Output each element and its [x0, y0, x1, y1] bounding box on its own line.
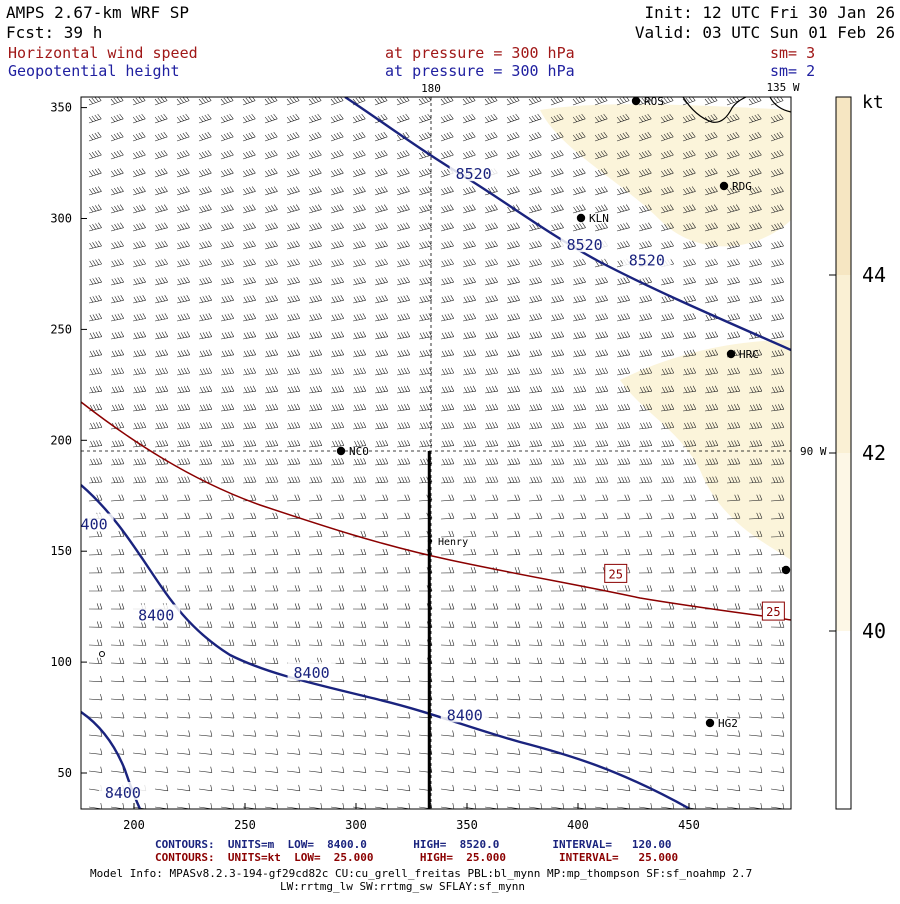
station-rdg-marker [719, 181, 729, 191]
contour-label-8520-c-bg [622, 249, 671, 268]
station-rdg-label: RDG [732, 180, 752, 193]
stations: ROS RDG KLN HRC NCO Henry HG2 [99, 95, 791, 730]
geopotential-contour-8400-upper [81, 484, 691, 809]
station-ros-marker [631, 97, 641, 106]
wind-label-25-b: 25 [766, 605, 780, 619]
point-marker [99, 651, 105, 657]
plot-frame [80, 96, 792, 810]
wind-contour-25 [81, 401, 791, 621]
wind-barb-field [88, 97, 785, 809]
contour-label-8400-b-bg [132, 604, 181, 623]
x-tick-label-300: 300 [345, 818, 367, 832]
wind-speed-contours: 25 25 [81, 401, 791, 621]
y-tick-label-350: 350 [50, 101, 72, 115]
contour-label-8400-d-bg [440, 704, 489, 723]
field2-smoothing: sm= 2 [770, 62, 815, 80]
station-hg2-marker [705, 718, 715, 728]
contour-label-8520-c: 8520 [629, 252, 665, 270]
field1-pressure: at pressure = 300 hPa [385, 44, 575, 62]
header-model-title: AMPS 2.67-km WRF SP [6, 3, 189, 22]
map-gridlines [81, 97, 791, 809]
header-valid-time: Valid: 03 UTC Sun 01 Feb 26 [635, 23, 895, 42]
station-east-edge-marker [781, 565, 791, 575]
field2-name: Geopotential height [8, 62, 180, 80]
x-tick-label-350: 350 [456, 818, 478, 832]
wind-shade-region-north [540, 104, 791, 247]
colorbar-tick-label-44: 44 [862, 263, 886, 287]
colorbar-units: kt [862, 92, 884, 113]
contour-label-8520-b: 8520 [567, 236, 603, 254]
y-tick-label-250: 250 [50, 322, 72, 336]
meridian-label-135w: 135 W [766, 81, 799, 94]
footer-model-physics: LW:rrtmg_lw SW:rrtmg_sw SFLAY:sf_mynn [280, 880, 525, 893]
header-forecast-hour: Fcst: 39 h [6, 23, 102, 42]
wind-barbs [88, 97, 785, 809]
contour-label-8520-a-bg [449, 163, 498, 182]
header-init-time: Init: 12 UTC Fri 30 Jan 26 [645, 3, 895, 22]
wind-label-25-a-box [604, 563, 628, 583]
colorbar: kt 40 42 44 [829, 92, 886, 810]
plot-area: 25 25 8520 8520 8520 8400 8400 8400 8400 8400 RO… [72, 95, 791, 809]
wind-label-25-a: 25 [609, 567, 623, 581]
station-ros-label: ROS [644, 95, 664, 108]
station-kln-marker [576, 213, 586, 223]
coastline [682, 97, 747, 123]
station-hrc-label: HRC [739, 348, 759, 361]
station-hg2-label: HG2 [718, 717, 738, 730]
contour-label-8520-b-bg [560, 234, 609, 253]
meridian-label-90w: 90 W [800, 445, 827, 458]
station-nco-label: NCO [349, 445, 369, 458]
field1-name: Horizontal wind speed [8, 44, 198, 62]
colorbar-segment-top [836, 97, 851, 275]
station-henry-marker [427, 538, 433, 544]
coastline-east [769, 97, 791, 113]
station-hrc-marker [726, 349, 736, 359]
contour-label-8400-e-bg [98, 781, 147, 800]
x-tick-label-450: 450 [678, 818, 700, 832]
colorbar-segment-mid [836, 453, 851, 631]
contour-label-8400-c: 8400 [294, 664, 330, 682]
wind-shading [540, 104, 791, 560]
wind-label-25-b-box [761, 601, 785, 621]
y-tick-label-50: 50 [58, 766, 72, 780]
y-tick-label-100: 100 [50, 655, 72, 669]
y-tick-label-200: 200 [50, 433, 72, 447]
footer-wind-contours: CONTOURS: UNITS=kt LOW= 25.000 HIGH= 25.… [155, 851, 678, 864]
colorbar-segment-upper [836, 275, 851, 453]
geopotential-contour-8520 [344, 97, 791, 352]
station-kln-label: KLN [589, 212, 609, 225]
y-axis: 50 100 150 200 250 300 350 [50, 101, 87, 780]
footer-geopotential-contours: CONTOURS: UNITS=m LOW= 8400.0 HIGH= 8520… [155, 838, 672, 851]
x-tick-label-200: 200 [123, 818, 145, 832]
contour-label-8400-e: 8400 [105, 784, 141, 802]
y-tick-label-150: 150 [50, 544, 72, 558]
x-axis: 200 250 300 350 400 450 [123, 803, 700, 832]
x-tick-label-250: 250 [234, 818, 256, 832]
field2-pressure: at pressure = 300 hPa [385, 62, 575, 80]
colorbar-segment-bottom [836, 631, 851, 809]
footer-model-info: Model Info: MPASv8.2.3-194-gf29cd82c CU:… [90, 867, 752, 880]
contour-label-8400-b: 8400 [138, 607, 174, 625]
contour-label-8400-d: 8400 [447, 706, 483, 724]
contour-label-8400-a: 8400 [72, 516, 108, 534]
wind-shade-region-east [620, 340, 791, 560]
contour-label-8400-a-bg [81, 513, 114, 532]
colorbar-tick-label-40: 40 [862, 619, 886, 643]
field1-smoothing: sm= 3 [770, 44, 815, 62]
colorbar-tick-label-42: 42 [862, 441, 886, 465]
meridian-label-180: 180 [421, 82, 441, 95]
geopotential-contours: 8520 8520 8520 8400 8400 8400 8400 8400 [72, 97, 791, 809]
contour-label-8520-a: 8520 [456, 165, 492, 183]
station-nco-marker [336, 446, 346, 456]
y-tick-label-300: 300 [50, 212, 72, 226]
station-henry-label: Henry [438, 537, 468, 548]
x-tick-label-400: 400 [567, 818, 589, 832]
contour-label-8400-c-bg [287, 662, 336, 681]
